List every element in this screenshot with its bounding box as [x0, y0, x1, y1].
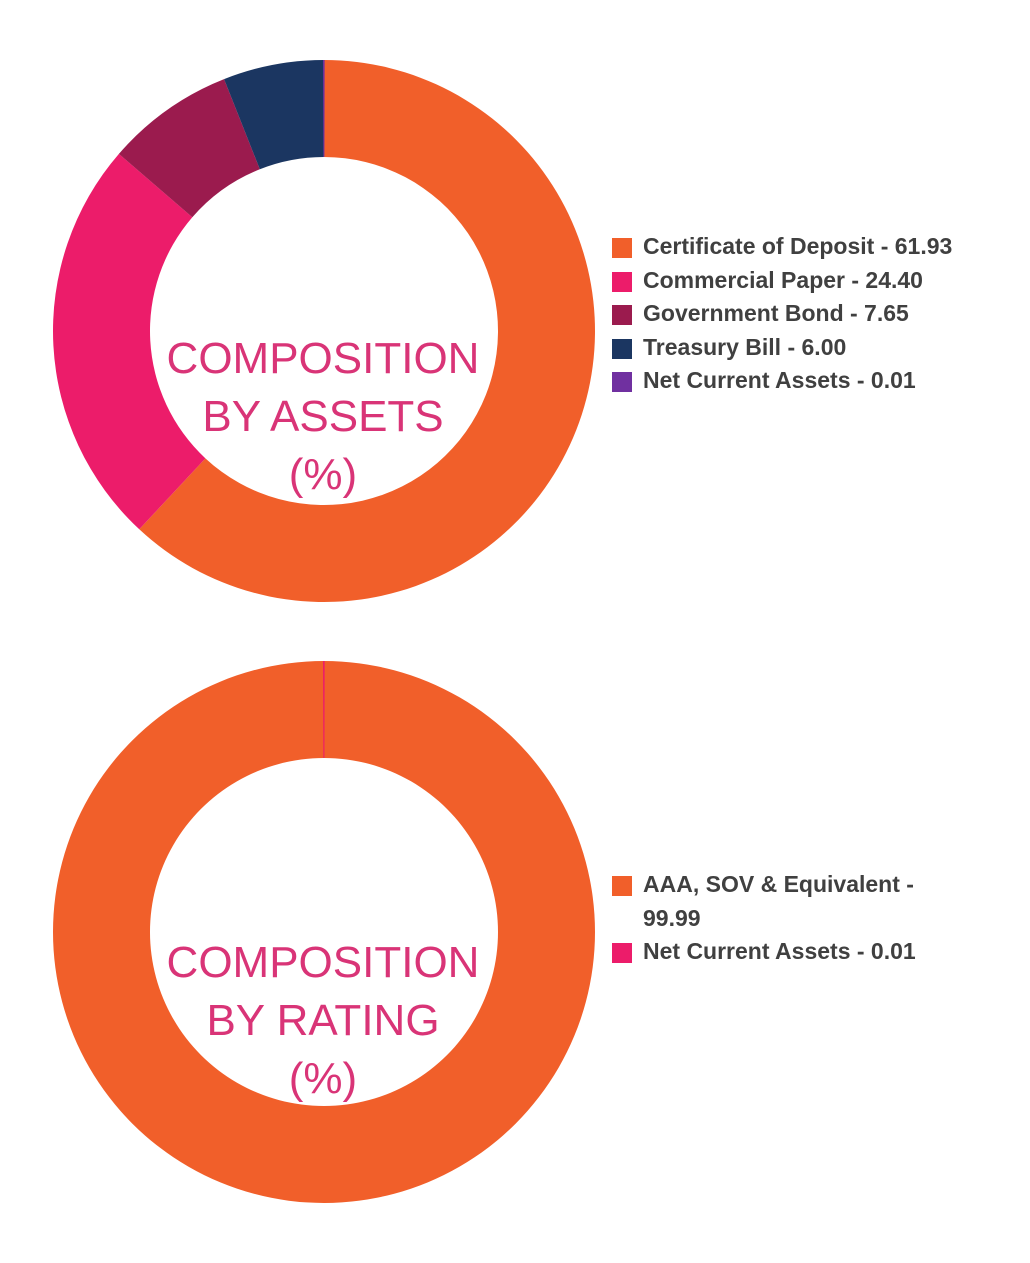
legend-label: Net Current Assets - 0.01 [643, 938, 916, 964]
assets-center-label-line-3: (%) [288, 450, 358, 499]
assets-center-label: COMPOSITION BY ASSETS (%) [143, 330, 503, 504]
legend-item-aaa-sov-equivalent: AAA, SOV & Equivalent - 99.99 [612, 868, 973, 935]
slice-treasury-bill [224, 60, 324, 170]
slice-government-bond [118, 79, 260, 218]
assets-legend: Certificate of Deposit - 61.93 Commercia… [612, 230, 1013, 398]
legend-label: Treasury Bill - 6.00 [643, 333, 847, 360]
legend-label: Certificate of Deposit - 61.93 [643, 233, 953, 259]
rating-donut [52, 661, 595, 1203]
legend-item-certificate-of-deposit: Certificate of Deposit - 61.93 [612, 230, 1013, 264]
legend-label: Government Bond - 7.65 [643, 300, 909, 326]
legend-swatch [612, 305, 632, 325]
rating-legend: AAA, SOV & Equivalent - 99.99 Net Curren… [612, 868, 973, 969]
legend-label: Net Current Assets - 0.01 [643, 367, 916, 393]
slice-net-current-assets [323, 661, 325, 759]
legend-swatch [612, 271, 632, 292]
legend-swatch [612, 372, 632, 392]
legend-swatch [612, 238, 632, 258]
rating-center-label-line-3: (%) [288, 1054, 358, 1103]
legend-swatch [612, 876, 632, 896]
rating-center-label-line-1: COMPOSITION [166, 938, 480, 987]
assets-donut [53, 59, 595, 603]
slice-net-current-assets [323, 59, 325, 158]
slice-aaa-sov-equivalent [52, 661, 595, 1203]
legend-label: AAA, SOV & Equivalent - 99.99 [643, 871, 914, 931]
rating-composition-chart: COMPOSITION BY RATING (%) AAA, SOV & Equ… [0, 620, 1030, 1263]
legend-item-net-current-assets: Net Current Assets - 0.01 [612, 364, 1013, 398]
assets-center-label-line-1: COMPOSITION [166, 334, 480, 383]
legend-item-government-bond: Government Bond - 7.65 [612, 297, 1013, 331]
assets-composition-chart: COMPOSITION BY ASSETS (%) Certificate of… [0, 0, 1030, 620]
rating-center-label-line-2: BY RATING [206, 996, 440, 1045]
legend-item-net-current-assets: Net Current Assets - 0.01 [612, 935, 973, 969]
legend-swatch [612, 943, 632, 963]
legend-label: Commercial Paper - 24.40 [643, 266, 923, 293]
legend-swatch [612, 338, 632, 359]
legend-item-commercial-paper: Commercial Paper - 24.40 [612, 264, 1013, 298]
legend-item-treasury-bill: Treasury Bill - 6.00 [612, 331, 1013, 365]
slice-commercial-paper [53, 153, 206, 530]
slice-certificate-of-deposit [139, 60, 595, 603]
rating-center-label: COMPOSITION BY RATING (%) [143, 934, 503, 1108]
assets-center-label-line-2: BY ASSETS [202, 392, 444, 441]
